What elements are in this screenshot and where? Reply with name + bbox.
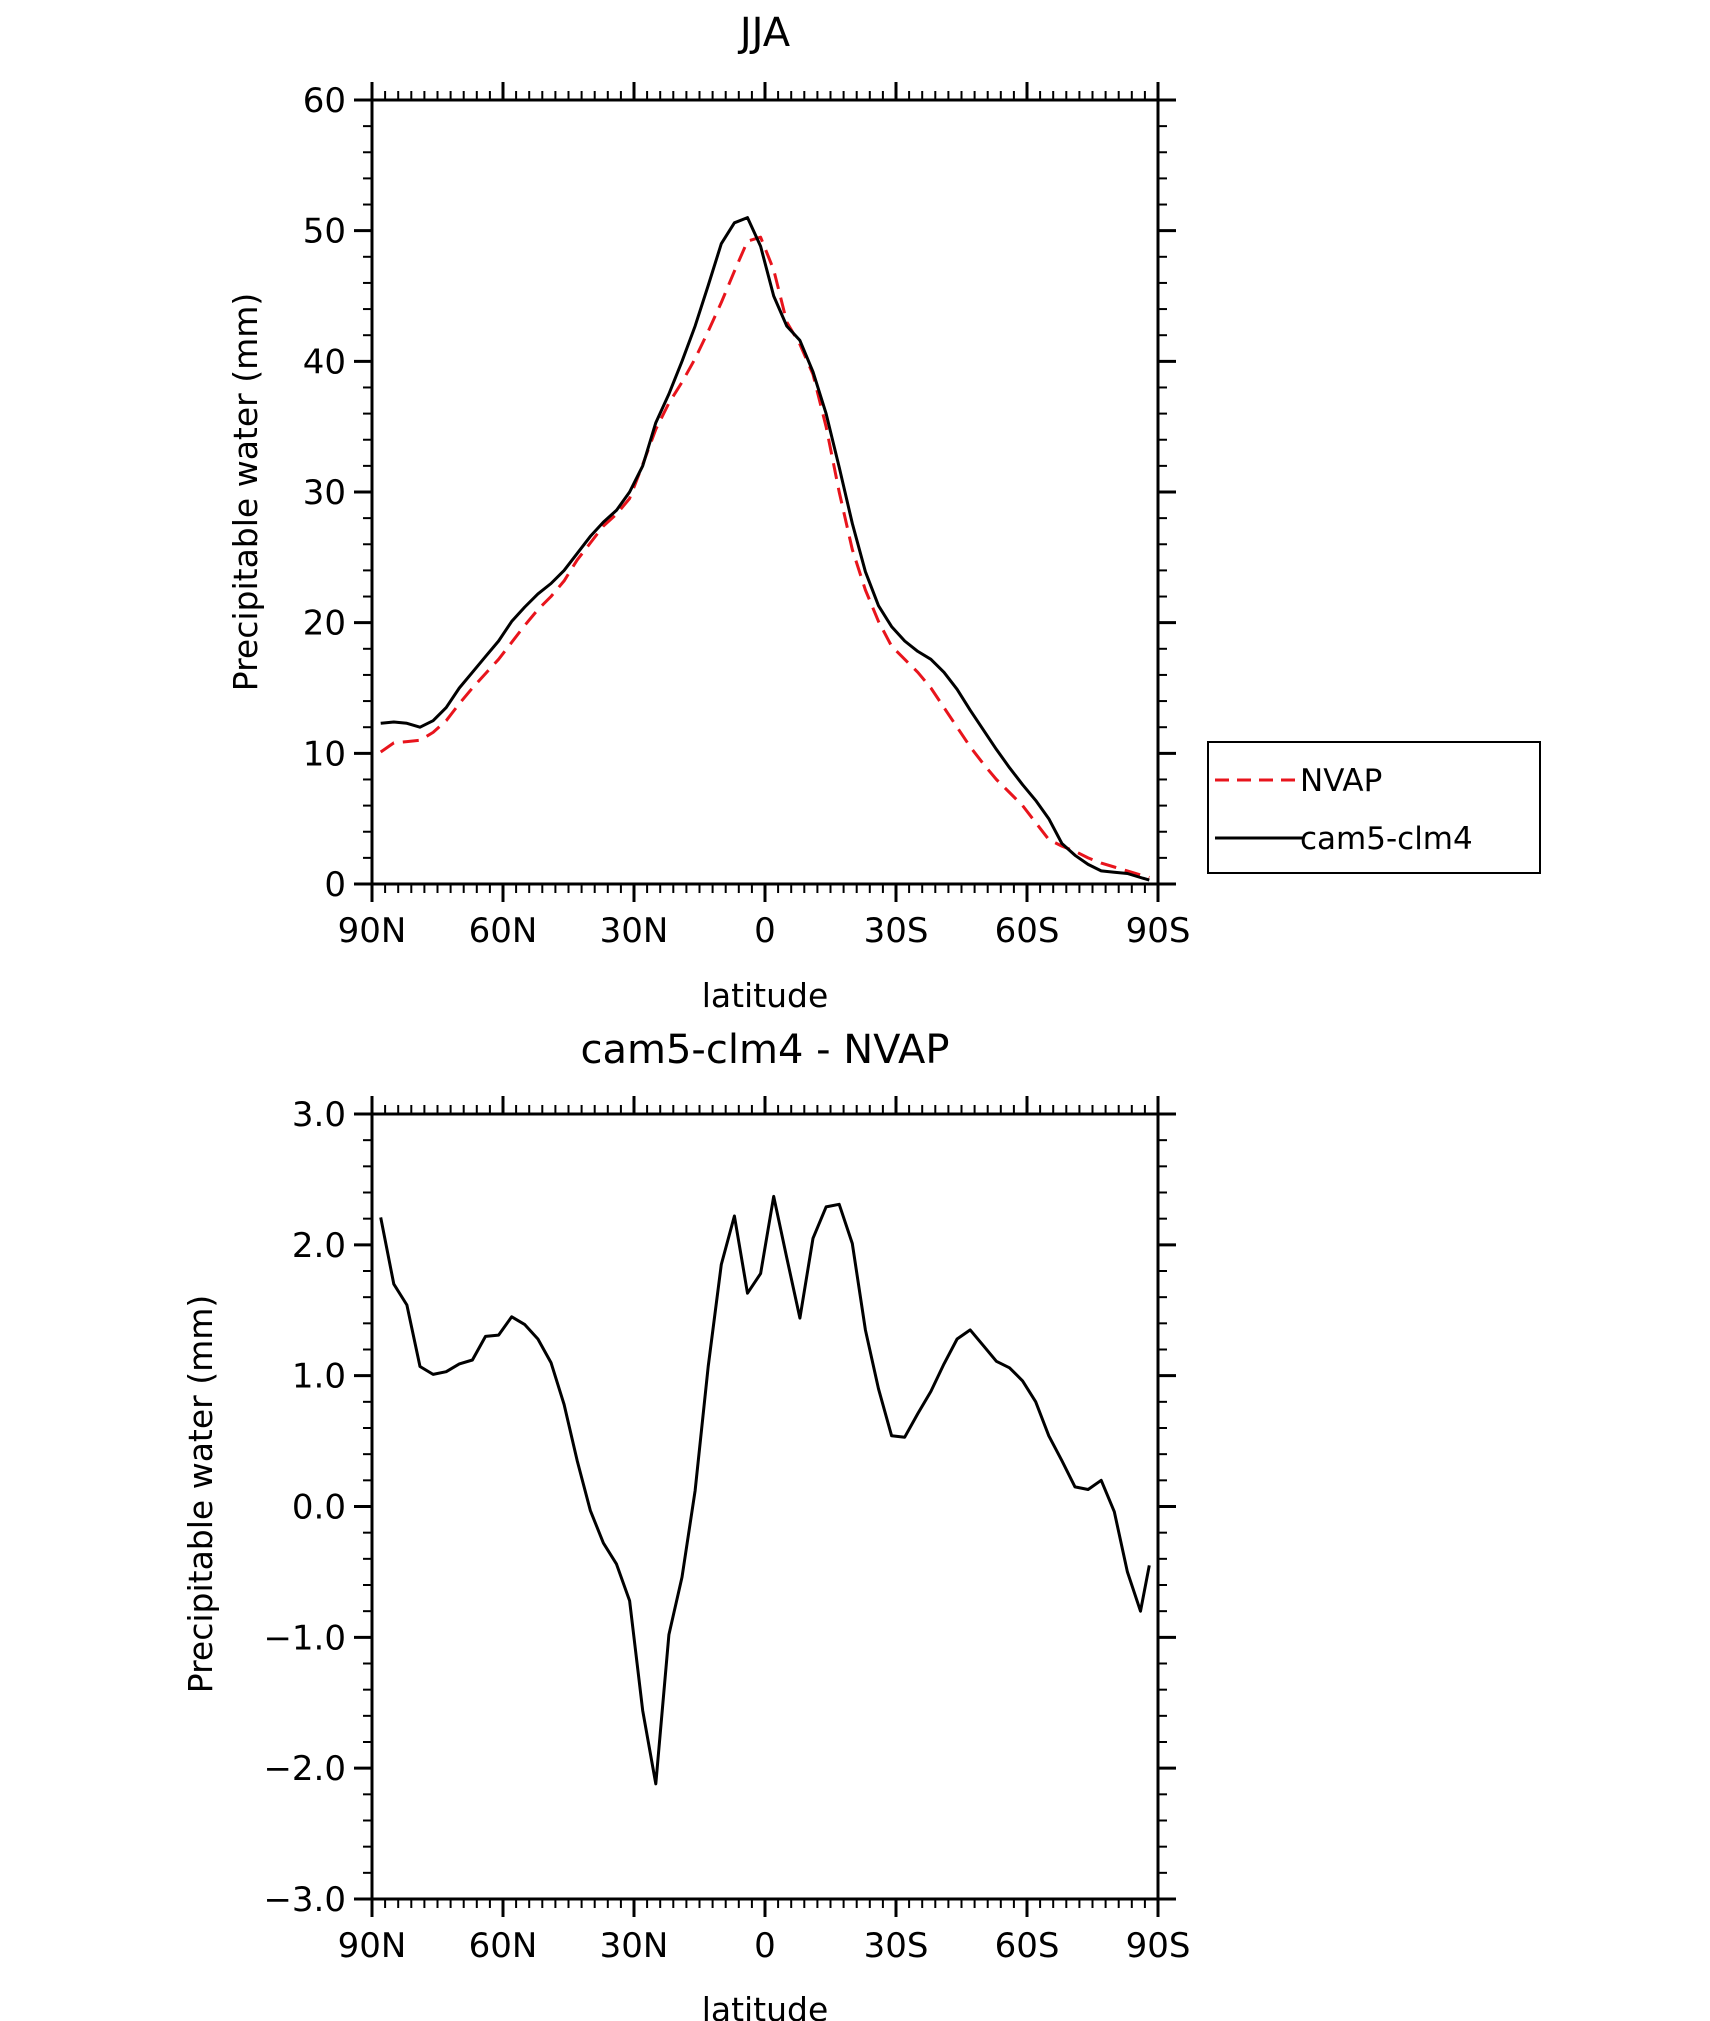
y-tick-label: 60	[303, 81, 346, 121]
x-tick-label: 30N	[600, 911, 669, 951]
x-tick-label: 60N	[469, 911, 538, 951]
series-lines	[379, 216, 1150, 882]
y-tick-label: 1.0	[292, 1357, 346, 1397]
y-tick-label: −1.0	[263, 1618, 346, 1658]
y-tick-labels: −3.0 −2.0 −1.0 0.0 1.0 2.0 3.0	[263, 1095, 346, 1920]
series-line-nvap	[379, 235, 1150, 879]
x-tick-label: 60S	[995, 911, 1060, 951]
y-tick-labels: 0 10 20 30 40 50 60	[303, 81, 346, 905]
y-tick-label: 0.0	[292, 1488, 346, 1528]
y-tick-label: 40	[303, 342, 346, 382]
series-lines	[379, 1194, 1151, 1786]
x-tick-label: 0	[754, 1926, 776, 1966]
x-tick-label: 90S	[1126, 911, 1191, 951]
y-tick-label: −3.0	[263, 1880, 346, 1920]
y-axis-label: Precipitable water (mm)	[226, 293, 265, 692]
plot-frame	[370, 98, 1160, 886]
legend-label-cam5-clm4: cam5-clm4	[1300, 821, 1473, 857]
plot-frame	[370, 1112, 1160, 1901]
x-tick-label: 60N	[469, 1926, 538, 1966]
x-tick-label: 30S	[864, 1926, 929, 1966]
series-line-cam5-clm4	[380, 216, 1150, 882]
x-tick-label: 90S	[1126, 1926, 1191, 1966]
legend: NVAP cam5-clm4	[1207, 741, 1541, 874]
y-tick-label: 0	[324, 865, 346, 905]
chart-title: cam5-clm4 - NVAP	[581, 1027, 950, 1073]
x-tick-label: 60S	[995, 1926, 1060, 1966]
x-tick-label: 0	[754, 911, 776, 951]
x-tick-labels: 90N 60N 30N 0 30S 60S 90S	[338, 911, 1191, 951]
x-tick-label: 90N	[338, 1926, 407, 1966]
legend-box	[1207, 741, 1541, 874]
x-axis-label: latitude	[702, 1990, 829, 2021]
y-axis-label: Precipitable water (mm)	[181, 1295, 220, 1694]
series-line-difference	[379, 1194, 1151, 1786]
x-tick-labels: 90N 60N 30N 0 30S 60S 90S	[338, 1926, 1191, 1966]
axis-ticks	[354, 82, 1176, 902]
y-tick-label: 2.0	[292, 1226, 346, 1266]
y-tick-label: 20	[303, 604, 346, 644]
y-tick-label: 10	[303, 734, 346, 774]
y-tick-label: 50	[303, 212, 346, 252]
y-tick-label: 30	[303, 473, 346, 513]
panel-difference: cam5-clm4 - NVAP −3.0 −2.0 −1.0 0.0 1.0 2.0 3.…	[181, 1027, 1190, 2021]
legend-label-nvap: NVAP	[1300, 763, 1382, 799]
x-tick-label: 30S	[864, 911, 929, 951]
x-axis-label: latitude	[702, 976, 829, 1015]
y-tick-label: 3.0	[292, 1095, 346, 1135]
panel-precipitable-water-jja: JJA 0 10 20 30 40 50 60 90N 60N 30N 0 30S 60S 90S la…	[226, 10, 1190, 1015]
axis-ticks	[354, 1096, 1176, 1917]
chart-title: JJA	[737, 10, 791, 56]
y-tick-label: −2.0	[263, 1749, 346, 1789]
x-tick-label: 90N	[338, 911, 407, 951]
x-tick-label: 30N	[600, 1926, 669, 1966]
